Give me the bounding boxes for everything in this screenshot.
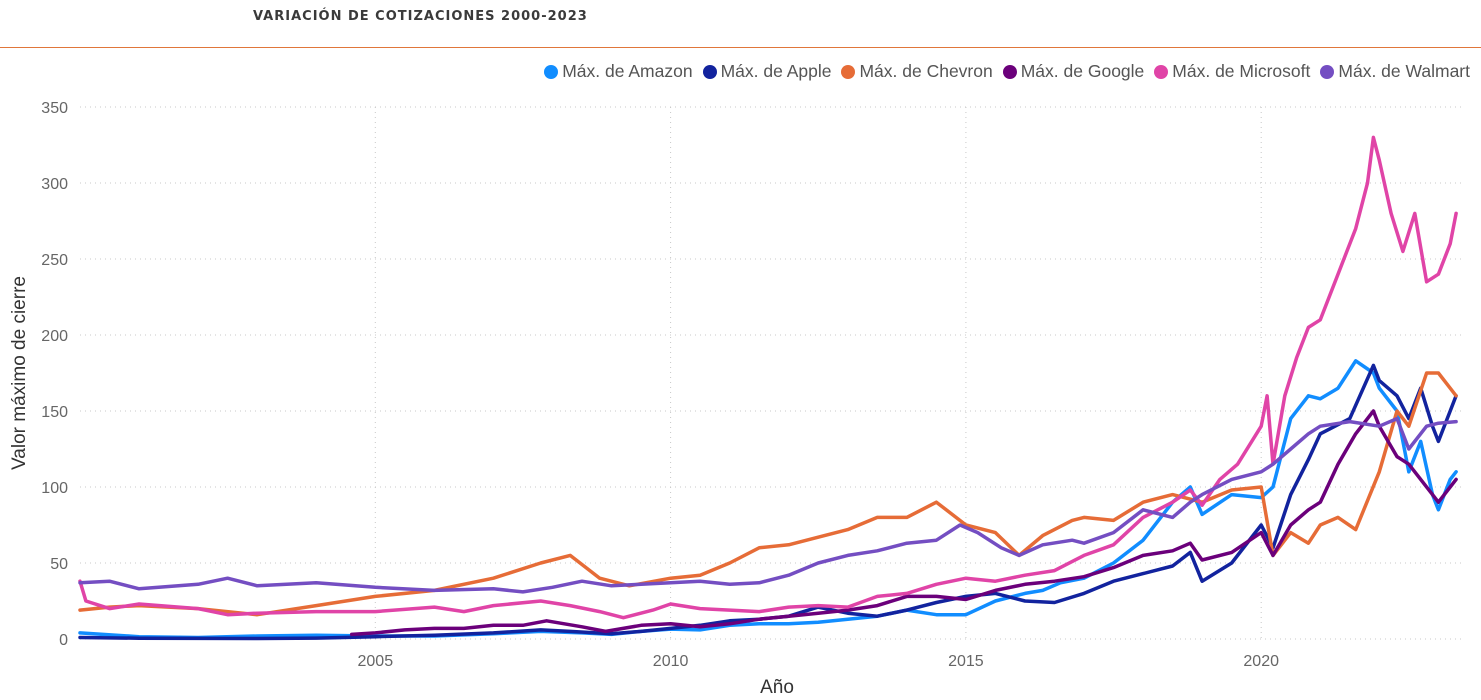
y-tick-label: 50 [50, 556, 68, 573]
legend-label: Máx. de Chevron [859, 61, 993, 81]
legend-item-apple[interactable]: Máx. de Apple [702, 61, 832, 82]
x-tick-label: 2020 [1243, 653, 1279, 670]
x-axis-title: Año [760, 677, 794, 698]
legend-dot-icon [1154, 64, 1169, 79]
legend-label: Máx. de Apple [720, 61, 832, 81]
x-tick-label: 2015 [948, 653, 984, 670]
legend-dot-icon [1320, 64, 1335, 79]
y-tick-label: 150 [41, 404, 68, 421]
legend: Máx. de Amazon Máx. de Apple Máx. de Che… [544, 61, 1470, 82]
legend-item-google[interactable]: Máx. de Google [1002, 61, 1145, 82]
legend-dot-icon [544, 64, 559, 79]
series-line-4 [78, 135, 1458, 620]
legend-item-microsoft[interactable]: Máx. de Microsoft [1154, 61, 1310, 82]
y-tick-label: 100 [41, 480, 68, 497]
legend-label: Máx. de Google [1020, 61, 1145, 81]
y-tick-label: 300 [41, 176, 68, 193]
legend-item-walmart[interactable]: Máx. de Walmart [1320, 61, 1470, 82]
legend-item-amazon[interactable]: Máx. de Amazon [544, 61, 693, 82]
y-tick-label: 200 [41, 328, 68, 345]
series-line-0 [78, 359, 1458, 640]
x-tick-label: 2010 [653, 653, 689, 670]
legend-label: Máx. de Amazon [562, 61, 693, 81]
legend-dot-icon [841, 64, 856, 79]
legend-label: Máx. de Microsoft [1172, 61, 1311, 81]
y-tick-label: 250 [41, 252, 68, 269]
legend-dot-icon [1002, 64, 1017, 79]
legend-item-chevron[interactable]: Máx. de Chevron [841, 61, 993, 82]
legend-label: Máx. de Walmart [1338, 61, 1470, 81]
series-line-5 [78, 416, 1458, 594]
series-line-3 [349, 409, 1458, 637]
header-bar: VARIACIÓN DE COTIZACIONES 2000-2023 [0, 0, 1481, 48]
legend-dot-icon [702, 64, 717, 79]
y-tick-label: 0 [59, 632, 68, 649]
page-title: VARIACIÓN DE COTIZACIONES 2000-2023 [253, 9, 588, 24]
x-tick-label: 2005 [358, 653, 394, 670]
y-tick-label: 350 [41, 100, 68, 117]
y-axis-title: Valor máximo de cierre [9, 276, 30, 470]
series-line-1 [78, 363, 1458, 641]
series-line-2 [78, 371, 1458, 617]
